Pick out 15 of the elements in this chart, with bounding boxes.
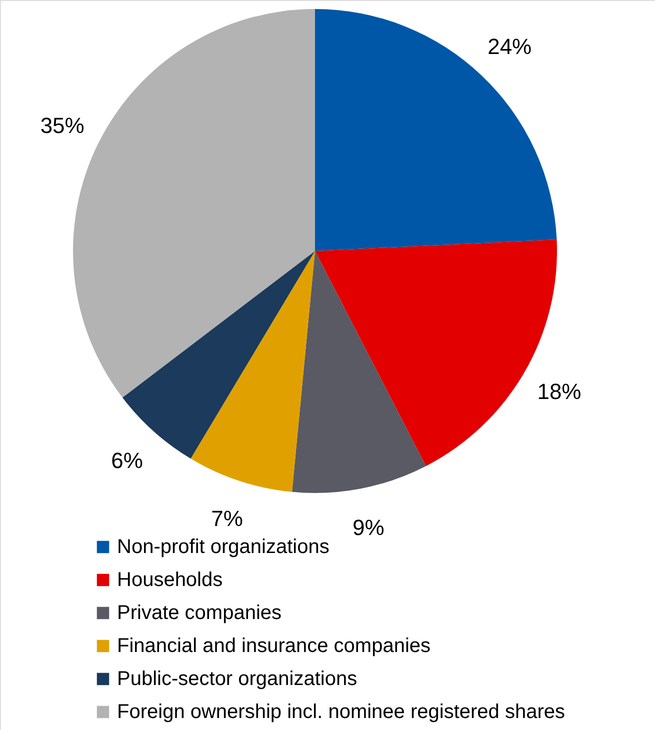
data-label: 9%: [352, 514, 384, 540]
pie-slice: [292, 251, 426, 493]
pie-slice: [315, 9, 557, 251]
data-label: 24%: [488, 34, 532, 59]
data-label: 18%: [537, 379, 582, 404]
data-label: 7%: [211, 506, 243, 531]
legend-label: Financial and insurance companies: [117, 635, 431, 657]
legend-label: Private companies: [117, 602, 282, 624]
legend-label: Public-sector organizations: [117, 668, 358, 690]
legend-label: Foreign ownership incl. nominee registered shares: [117, 701, 566, 723]
data-label: 6%: [111, 448, 143, 474]
data-label: 35%: [40, 112, 84, 138]
legend-label: Non-profit organizations: [117, 536, 330, 558]
pie-slice: [190, 251, 315, 492]
legend-label: Households: [117, 569, 223, 591]
